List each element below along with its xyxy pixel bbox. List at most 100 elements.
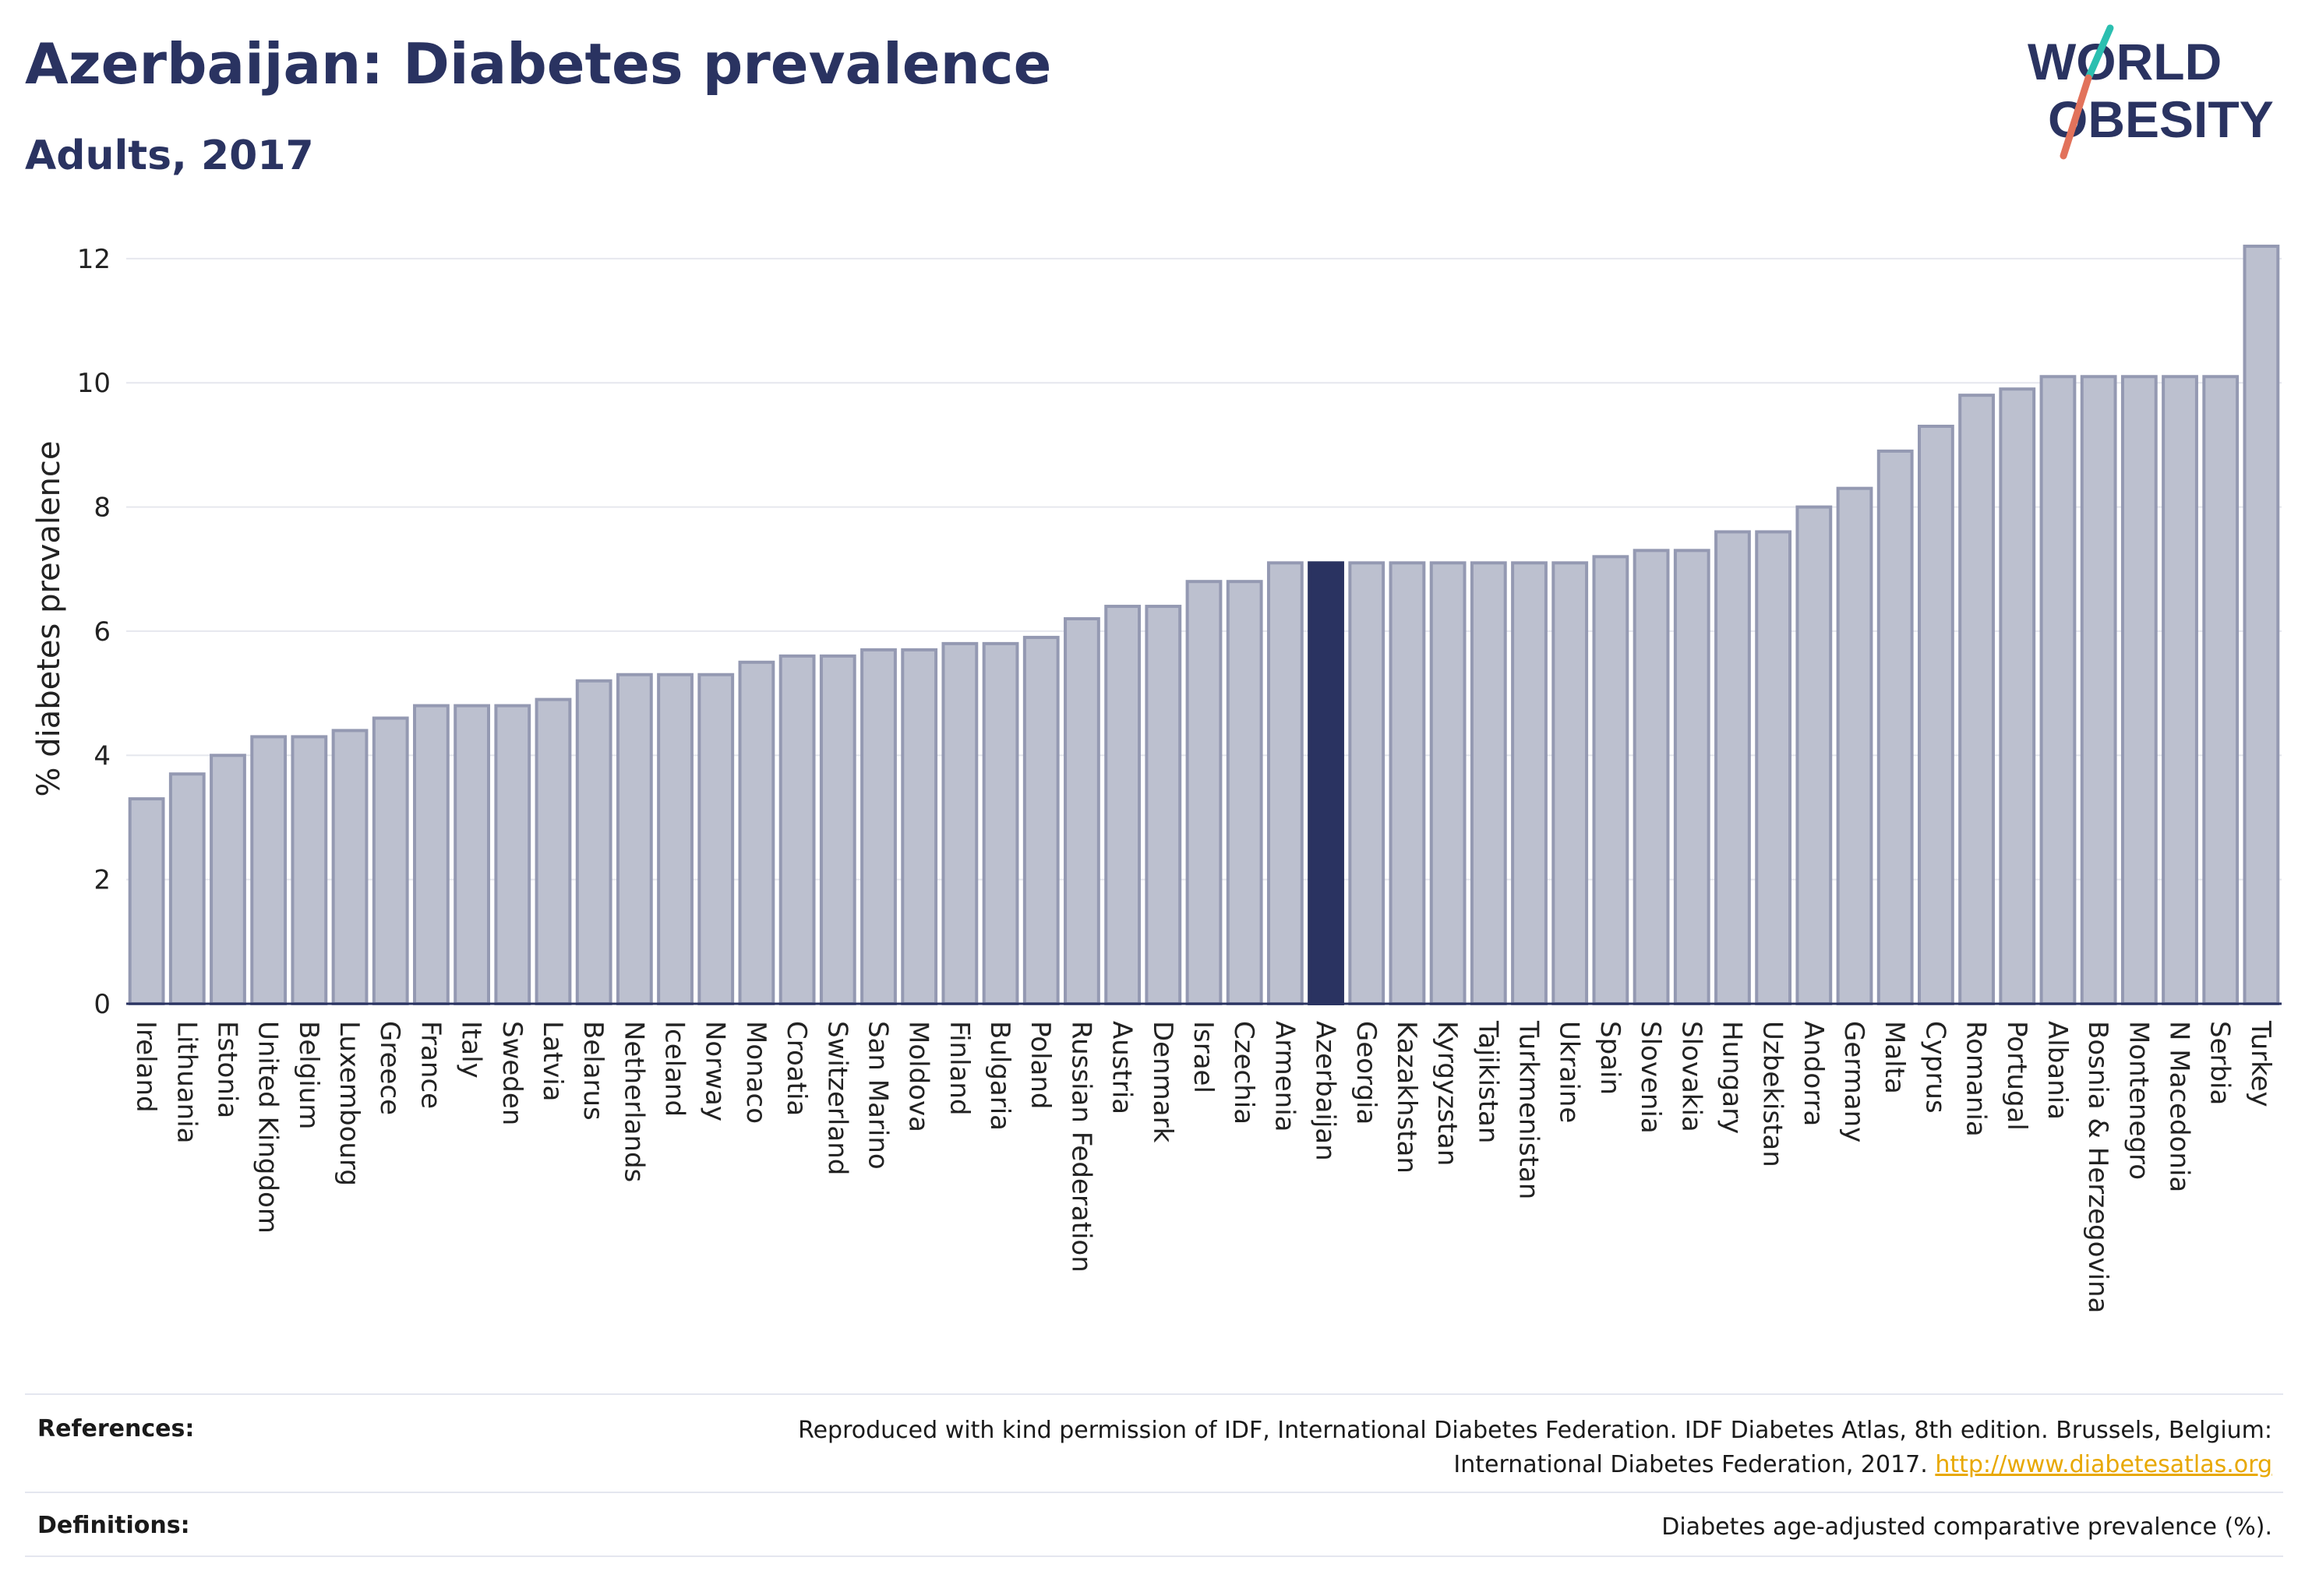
y-tick-label: 4 <box>94 740 111 772</box>
x-tick-label: Uzbekistan <box>1757 1021 1788 1167</box>
y-tick-label: 0 <box>94 989 111 1020</box>
bar <box>1064 617 1100 1005</box>
bar <box>2120 375 2158 1005</box>
references-link[interactable]: http://www.diabetesatlas.org <box>1935 1451 2272 1478</box>
page-title: Azerbaijan: Diabetes prevalence <box>25 31 1052 97</box>
x-tick-label: Norway <box>700 1021 731 1121</box>
bar <box>941 641 979 1005</box>
bar <box>413 704 450 1005</box>
x-tick-label: Latvia <box>537 1021 568 1102</box>
footer-divider-bottom <box>25 1555 2283 1557</box>
x-tick-label: Croatia <box>781 1021 812 1116</box>
bar <box>250 735 288 1005</box>
definitions-label: Definitions: <box>37 1512 190 1539</box>
x-tick-label: Slovakia <box>1675 1021 1707 1132</box>
bar <box>2243 244 2280 1005</box>
references-citation: Reproduced with kind permission of IDF, … <box>798 1417 2272 1478</box>
bar <box>901 648 938 1005</box>
bar <box>1958 394 1995 1005</box>
bar <box>778 654 816 1005</box>
x-tick-label: San Marino <box>862 1021 893 1170</box>
x-tick-label: Portugal <box>2001 1021 2032 1131</box>
bar <box>2162 375 2198 1005</box>
x-tick-label: Bulgaria <box>984 1021 1015 1131</box>
bar <box>1836 486 1873 1005</box>
x-tick-label: Poland <box>1025 1021 1056 1110</box>
x-tick-label: Bosnia & Herzegovina <box>2082 1021 2113 1313</box>
logo-slash-teal <box>2084 24 2114 82</box>
world-obesity-logo[interactable]: WORLD OBESITY <box>2026 16 2283 171</box>
x-tick-label: Estonia <box>211 1021 242 1118</box>
bar <box>331 729 369 1006</box>
x-tick-label: Czechia <box>1228 1021 1259 1125</box>
bar-chart: 0 2 4 6 8 10 12 % diabetes prevalence Ireland Lit… <box>31 244 2282 1313</box>
x-tick-label: Turkey <box>2245 1020 2276 1107</box>
bar <box>2080 375 2117 1005</box>
x-tick-label: Andorra <box>1798 1021 1829 1126</box>
x-tick-label: Montenegro <box>2123 1021 2154 1180</box>
bar <box>2039 375 2077 1005</box>
bar <box>372 716 409 1006</box>
x-tick-label: Azerbaijan <box>1310 1021 1341 1161</box>
bar <box>819 654 856 1005</box>
x-tick-label: Georgia <box>1350 1021 1382 1125</box>
bar <box>982 641 1019 1005</box>
x-tick-label: Austria <box>1107 1021 1138 1114</box>
x-tick-label: Malta <box>1879 1021 1910 1094</box>
y-tick-label: 8 <box>94 493 111 524</box>
x-tick-label: Slovenia <box>1635 1021 1666 1134</box>
x-tick-label: Lithuania <box>171 1021 202 1143</box>
references-label: References: <box>37 1415 195 1442</box>
x-tick-label: Denmark <box>1147 1021 1178 1143</box>
x-tick-label: Armenia <box>1269 1021 1300 1132</box>
bar <box>494 704 531 1005</box>
bar <box>1266 561 1304 1005</box>
bar <box>1470 561 1507 1005</box>
x-tick-label: Romania <box>1961 1021 1992 1137</box>
x-tick-label: United Kingdom <box>252 1021 284 1234</box>
bar <box>1876 449 1914 1005</box>
page-subtitle: Adults, 2017 <box>25 132 314 179</box>
x-tick-label: N Macedonia <box>2164 1021 2195 1192</box>
bar <box>1511 561 1548 1005</box>
x-tick-label: Monaco <box>740 1021 771 1124</box>
bar <box>168 772 206 1005</box>
bar <box>1104 605 1142 1005</box>
x-tick-label: Ukraine <box>1554 1021 1585 1123</box>
definitions-section: Definitions: Diabetes age-adjusted compa… <box>25 1493 2283 1555</box>
bar-highlight <box>1308 561 1344 1005</box>
x-tick-label: Germany <box>1838 1021 1869 1142</box>
bar <box>1348 561 1385 1005</box>
bar <box>2202 375 2240 1005</box>
bar <box>575 679 612 1005</box>
x-tick-label: Sweden <box>496 1021 528 1125</box>
x-tick-label: Belarus <box>577 1021 609 1121</box>
bar <box>1592 555 1629 1005</box>
x-tick-label: Belgium <box>293 1021 324 1129</box>
y-tick-label: 6 <box>94 616 111 648</box>
bar <box>1917 425 1954 1005</box>
references-text: Reproduced with kind permission of IDF, … <box>714 1414 2272 1482</box>
bar <box>1795 505 1833 1005</box>
bar <box>1145 605 1182 1005</box>
y-tick-label: 10 <box>77 368 111 399</box>
bar <box>535 697 572 1005</box>
definitions-text: Diabetes age-adjusted comparative preval… <box>1661 1513 2272 1541</box>
x-tick-label: Albania <box>2042 1021 2073 1120</box>
bar <box>1755 530 1792 1005</box>
bar <box>128 797 165 1006</box>
bar <box>210 754 246 1006</box>
y-axis-label: % diabetes prevalence <box>31 440 67 796</box>
bar <box>1999 387 2036 1005</box>
bar <box>1714 530 1751 1005</box>
bar <box>1389 561 1426 1005</box>
x-tick-label: Kyrgyzstan <box>1431 1021 1463 1166</box>
references-section: References: Reproduced with kind permiss… <box>25 1395 2283 1492</box>
bar <box>1673 549 1710 1005</box>
x-tick-label: Netherlands <box>618 1021 649 1182</box>
x-tick-label: France <box>415 1021 446 1109</box>
x-tick-label: Turkmenistan <box>1513 1020 1544 1199</box>
bar <box>454 704 491 1005</box>
x-tick-label: Iceland <box>659 1021 690 1117</box>
logo-line-1: WORLD <box>2028 33 2222 90</box>
